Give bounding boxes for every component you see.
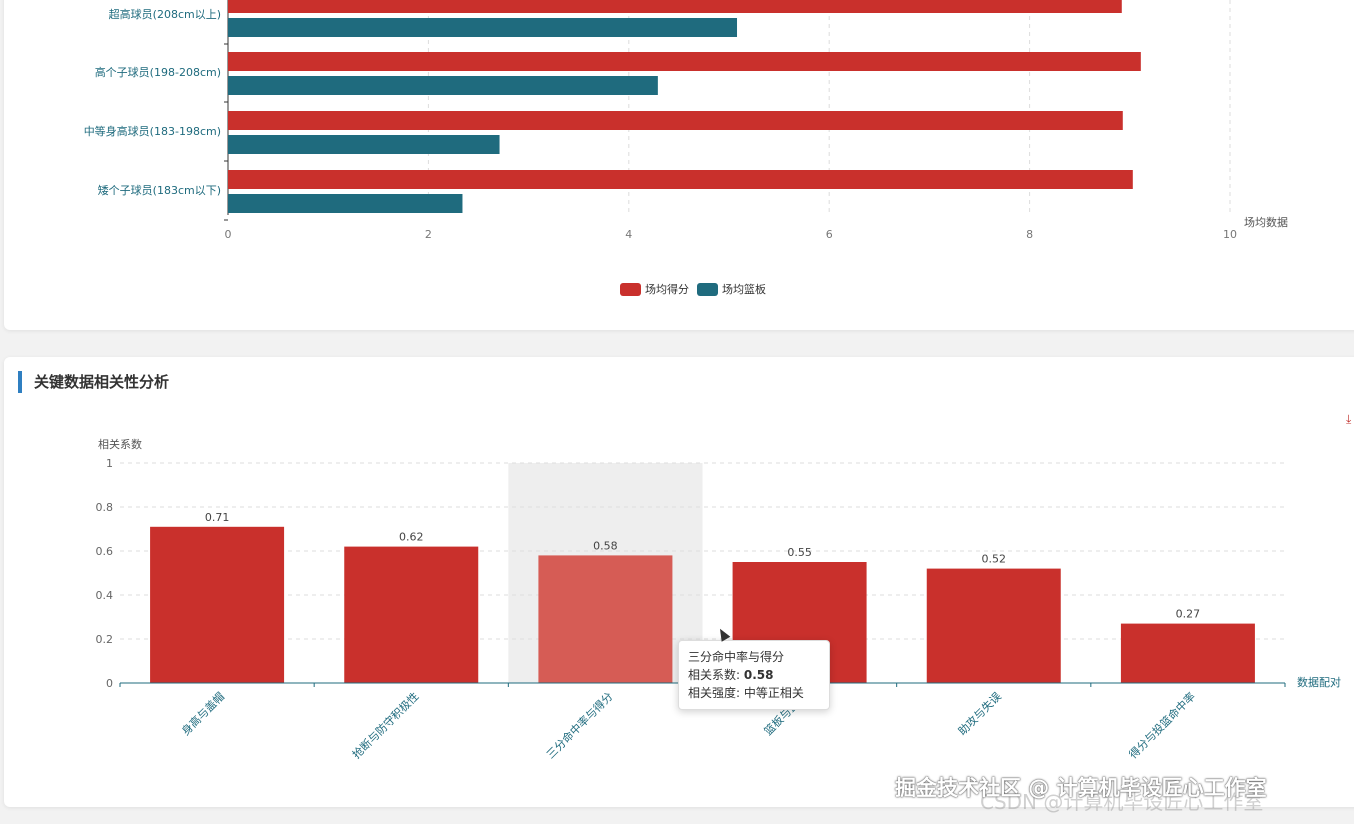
watermark-csdn: CSDN @计算机毕设匠心工作室 [980,790,1264,814]
y-tick-label: 超高球员(208cm以上) [109,7,221,21]
y-tick-label: 0.4 [96,589,114,602]
correlation-chart: 0 0.2 0.4 0.6 0.8 1 相关系数 0.71 身高与盖帽 0.62 抢断与防守积极性 0… [96,437,1342,761]
tooltip-strength-label: 相关强度: [688,686,744,700]
correlation-chart-card: 关键数据相关性分析 0 0.2 0.4 0.6 0.8 1 相关系数 0.71 身高与盖帽 0.6… [4,357,1354,807]
legend-swatch [620,283,641,296]
height-chart-card: 0 2 4 6 8 10 超高球员(208cm以上) 高个子球员(198-208cm) 中等身高… [4,0,1354,330]
y-tick-label: 中等身高球员(183-198cm) [84,124,221,138]
legend-swatch [697,283,718,296]
section-title: 关键数据相关性分析 [18,371,169,393]
y-tick-label: 1 [106,457,113,470]
x-tick-label: 三分命中率与得分 [543,689,615,761]
bar [926,568,1061,683]
data-label: 0.71 [205,511,230,524]
bar [1120,623,1255,683]
y-tick-label: 0 [106,677,113,690]
x-tick-label: 得分与投篮命中率 [1126,689,1198,761]
bar-points [228,52,1141,71]
bar-rebounds [228,76,658,95]
tooltip-coef-label: 相关系数: [688,668,744,682]
x-tick-label: 6 [826,228,833,241]
data-label: 0.55 [787,546,812,559]
chart-tooltip: 三分命中率与得分 相关系数: 0.58 相关强度: 中等正相关 [678,640,830,710]
tooltip-coef-value: 0.58 [743,668,774,682]
x-tick-label: 身高与盖帽 [178,689,227,738]
bar-points [228,170,1133,189]
y-tick-label: 高个子球员(198-208cm) [95,65,221,79]
x-tick-label: 助攻与失误 [955,689,1004,738]
legend-label: 场均篮板 [722,282,766,296]
x-axis-label: 场均数据 [1244,215,1288,229]
bar-rebounds [228,18,738,37]
y-tick-label: 矮个子球员(183cm以下) [98,183,221,197]
height-chart: 0 2 4 6 8 10 超高球员(208cm以上) 高个子球员(198-208cm) 中等身高… [84,0,1288,296]
y-tick-label: 0.8 [96,501,114,514]
x-axis-label: 数据配对 [1297,675,1341,689]
bar-rebounds [228,194,463,213]
x-tick-label: 10 [1223,228,1237,241]
data-label: 0.27 [1176,608,1201,621]
x-tick-label: 2 [425,228,432,241]
x-tick-label: 0 [225,228,232,241]
legend-label: 场均得分 [645,282,689,296]
bar [150,526,285,683]
bar-points [228,0,1122,13]
x-tick-label: 8 [1026,228,1033,241]
tooltip-title: 三分命中率与得分 [688,650,785,664]
data-label: 0.52 [982,553,1007,566]
tooltip-strength-value: 中等正相关 [743,686,804,700]
bar [344,546,479,683]
tooltip-coef: 相关系数: 0.58 [688,666,820,684]
y-tick-label: 0.2 [96,633,114,646]
x-tick-label: 4 [625,228,632,241]
download-icon[interactable]: ⤓ [1346,412,1352,426]
data-label: 0.62 [399,531,424,544]
data-label: 0.58 [593,539,618,552]
watermark: 掘金技术社区 @ 计算机毕设匠心工作室 [895,776,1267,800]
y-axis-label: 相关系数 [98,437,142,451]
y-tick-label: 0.6 [96,545,114,558]
bar-points [228,111,1123,130]
bar [538,555,673,683]
bar-rebounds [228,135,500,154]
x-tick-label: 抢断与防守积极性 [349,689,421,761]
tooltip-strength: 相关强度: 中等正相关 [688,684,820,702]
